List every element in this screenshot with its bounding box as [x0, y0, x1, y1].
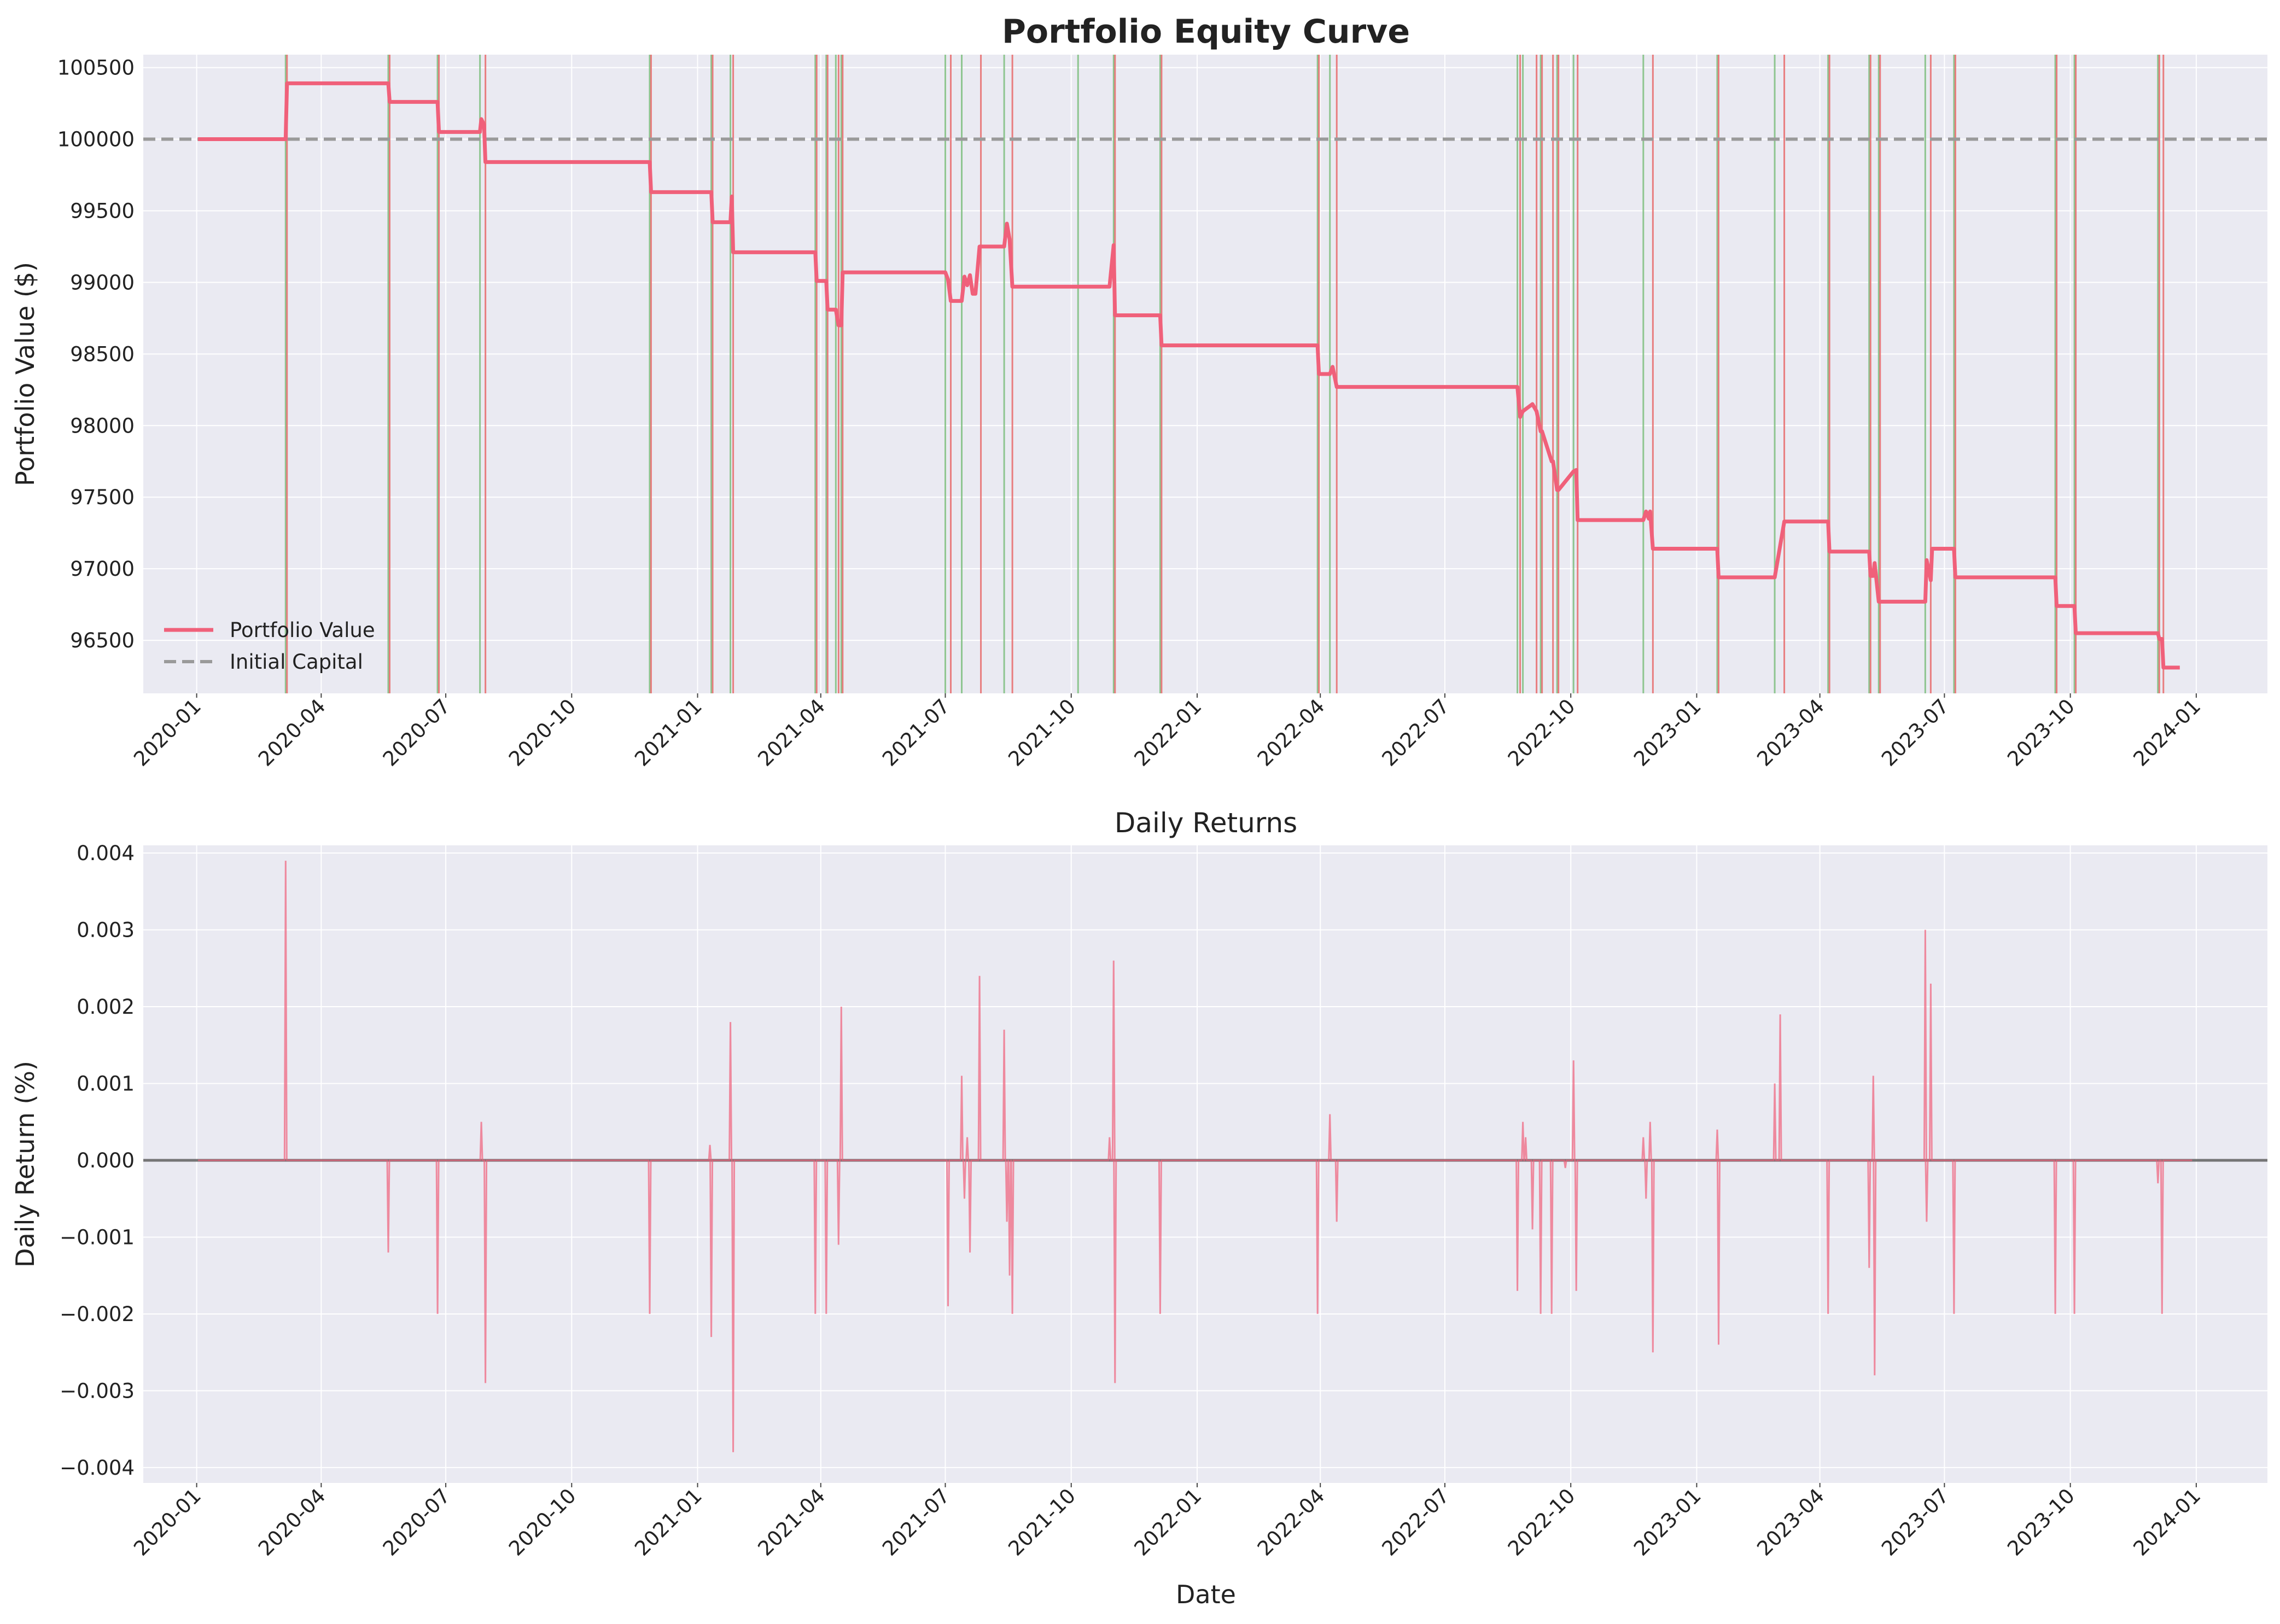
- x-tick-label: 2021-01: [630, 1484, 707, 1561]
- x-tick-label: 2023-10: [2003, 694, 2079, 771]
- x-tick-label: 2023-07: [1877, 1484, 1954, 1561]
- y-tick-label: 99500: [70, 199, 135, 223]
- x-tick-label: 2022-01: [1130, 694, 1206, 771]
- equity-chart-title: Portfolio Equity Curve: [1002, 13, 1410, 51]
- x-tick-label: 2020-07: [378, 694, 455, 771]
- x-tick-label: 2023-01: [1629, 1484, 1706, 1561]
- x-tick-label: 2021-01: [630, 694, 707, 771]
- y-tick-label: −0.003: [60, 1379, 135, 1403]
- equity-grid: [143, 55, 2267, 693]
- x-tick-label: 2023-04: [1752, 1484, 1829, 1561]
- returns-plot-area: [143, 845, 2267, 1483]
- x-tick-label: 2022-01: [1130, 1484, 1206, 1561]
- x-tick-label: 2023-01: [1629, 694, 1706, 771]
- x-tick-label: 2022-04: [1253, 694, 1329, 771]
- y-tick-label: 97000: [70, 557, 135, 581]
- x-tick-label: 2021-10: [1004, 1484, 1080, 1561]
- x-tick-label: 2020-07: [378, 1484, 455, 1561]
- x-tick-label: 2022-04: [1253, 1484, 1329, 1561]
- y-tick-label: 98500: [70, 342, 135, 366]
- equity-plot-area: [143, 55, 2267, 693]
- y-tick-label: 0.002: [77, 995, 135, 1019]
- x-tick-label: 2023-07: [1877, 694, 1954, 771]
- y-tick-label: 96500: [70, 629, 135, 652]
- x-tick-label: 2021-10: [1004, 694, 1080, 771]
- x-tick-label: 2024-01: [2129, 694, 2205, 771]
- x-tick-label: 2022-10: [1503, 1484, 1580, 1561]
- returns-grid: [143, 845, 2267, 1483]
- portfolio-value-line: [198, 81, 2180, 670]
- x-tick-label: 2020-10: [504, 1484, 581, 1561]
- returns-x-ticks: 2020-01 2020-04 2020-07 2020-10 2021-01 2021-…: [129, 1483, 2205, 1561]
- equity-y-ticks: 96500 97000 97500 98000 98500 99000 99500 10000…: [57, 56, 135, 653]
- returns-y-axis-label: Daily Return (%): [10, 1061, 40, 1267]
- y-tick-label: 100000: [57, 128, 135, 151]
- y-tick-label: 97500: [70, 486, 135, 509]
- x-tick-label: 2022-10: [1503, 694, 1580, 771]
- x-tick-label: 2022-07: [1378, 694, 1454, 771]
- x-tick-label: 2020-04: [254, 694, 330, 771]
- equity-legend: Portfolio Value Initial Capital: [164, 618, 375, 674]
- legend-initial-label: Initial Capital: [230, 650, 363, 674]
- x-tick-label: 2024-01: [2129, 1484, 2205, 1561]
- legend-portfolio-label: Portfolio Value: [230, 618, 375, 642]
- trade-markers: [284, 55, 2165, 693]
- returns-chart-title: Daily Returns: [1115, 807, 1297, 839]
- x-tick-label: 2021-04: [753, 1484, 830, 1561]
- y-tick-label: 0.000: [77, 1149, 135, 1172]
- x-tick-label: 2022-07: [1378, 1484, 1454, 1561]
- returns-x-axis-label: Date: [1176, 1580, 1236, 1609]
- y-tick-label: −0.002: [60, 1302, 135, 1326]
- x-tick-label: 2023-04: [1752, 694, 1829, 771]
- y-tick-label: 0.001: [77, 1072, 135, 1095]
- y-tick-label: 0.003: [77, 919, 135, 942]
- equity-x-ticks: 2020-01 2020-04 2020-07 2020-10 2021-01 2021-…: [129, 693, 2205, 771]
- x-tick-label: 2021-07: [878, 1484, 954, 1561]
- daily-returns-line: [198, 861, 2192, 1452]
- y-tick-label: 100500: [57, 56, 135, 80]
- y-tick-label: 0.004: [77, 842, 135, 865]
- y-tick-label: 98000: [70, 414, 135, 437]
- x-tick-label: 2023-10: [2003, 1484, 2079, 1561]
- y-tick-label: −0.001: [60, 1225, 135, 1249]
- x-tick-label: 2020-01: [129, 1484, 206, 1561]
- x-tick-label: 2020-10: [504, 694, 581, 771]
- y-tick-label: −0.004: [60, 1456, 135, 1480]
- equity-y-axis-label: Portfolio Value ($): [10, 262, 40, 486]
- x-tick-label: 2021-07: [878, 694, 954, 771]
- x-tick-label: 2020-01: [129, 694, 206, 771]
- x-tick-label: 2021-04: [753, 694, 830, 771]
- x-tick-label: 2020-04: [254, 1484, 330, 1561]
- y-tick-label: 99000: [70, 271, 135, 294]
- returns-y-ticks: 0.004 0.003 0.002 0.001 0.000 −0.001 −0.002 −0.…: [60, 842, 135, 1480]
